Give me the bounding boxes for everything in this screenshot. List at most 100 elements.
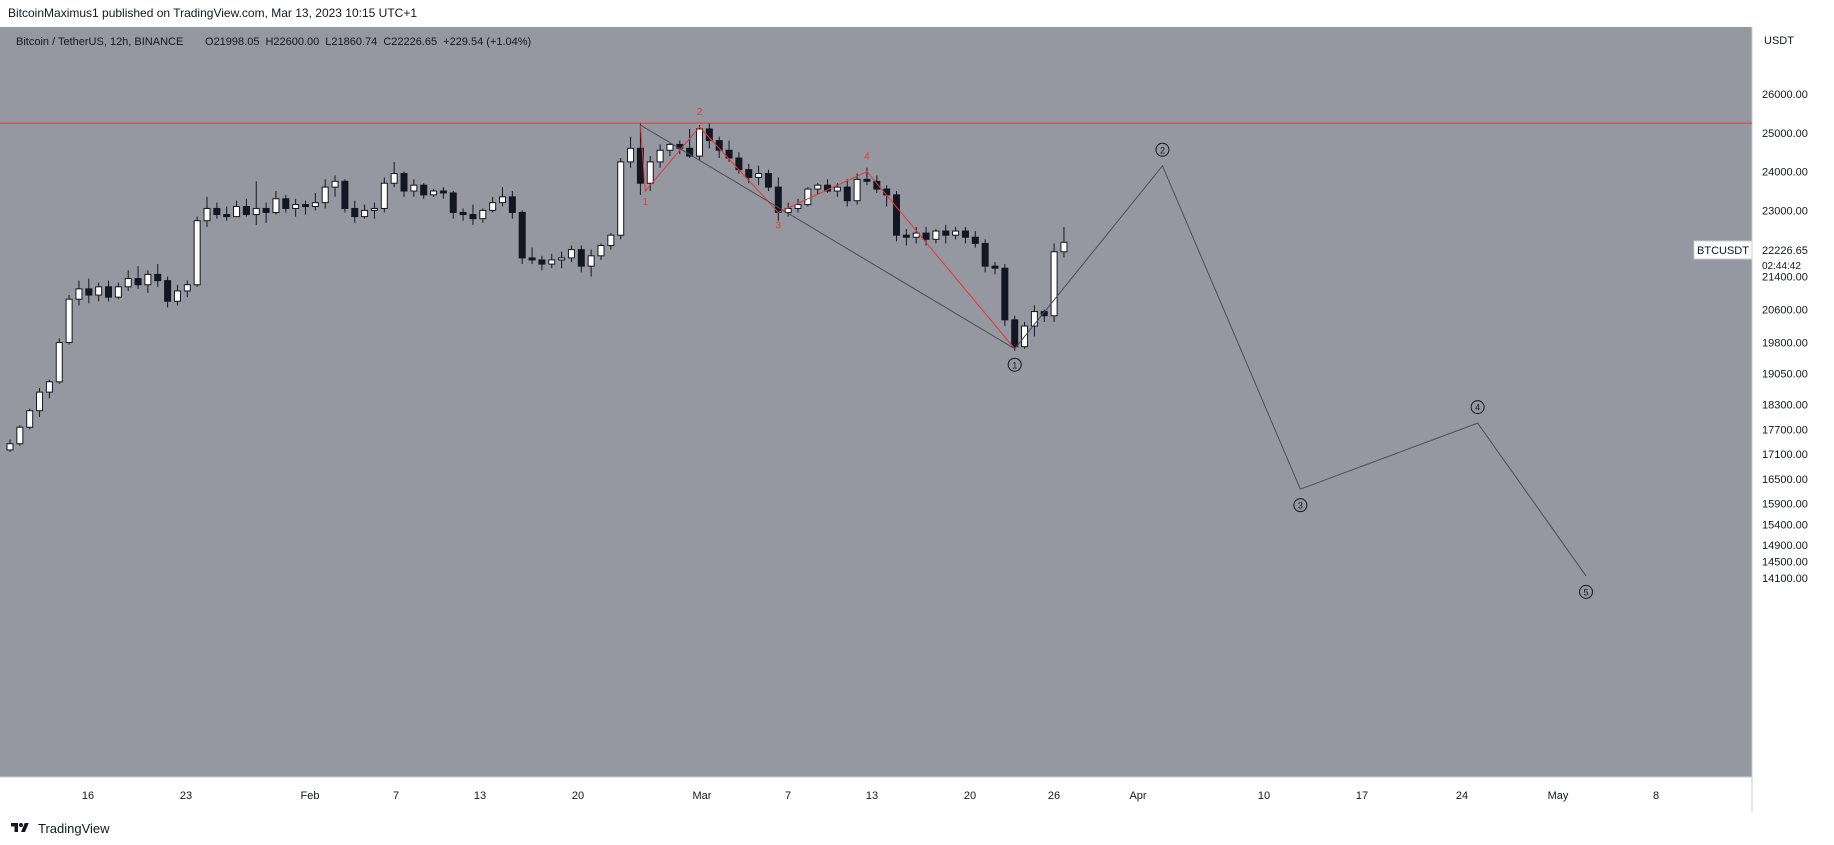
time-tick-label: 20 <box>964 790 976 802</box>
time-tick-label: Feb <box>301 790 320 802</box>
candle-up <box>55 342 63 383</box>
publication-header: BitcoinMaximus1 published on TradingView… <box>8 6 418 20</box>
candle-down <box>961 230 969 238</box>
main-wave-marker <box>1470 400 1485 415</box>
time-tick-label: 13 <box>474 790 486 802</box>
candle-up <box>36 391 44 412</box>
candle-up <box>755 173 763 178</box>
candle-down <box>85 288 93 296</box>
candle-down <box>942 230 950 236</box>
candle-up <box>567 249 575 259</box>
candle-down <box>469 214 477 220</box>
candle-down <box>922 232 930 240</box>
time-tick-label: 7 <box>785 790 791 802</box>
legend-open-label: O <box>205 36 214 48</box>
price-tick-label: 26000.00 <box>1762 89 1808 101</box>
price-tick-label: 16500.00 <box>1762 474 1808 486</box>
candle-down <box>1001 267 1009 321</box>
candle-down <box>351 207 359 218</box>
elliott-waves-group: 1 2 3 4 1 2 3 4 5 <box>0 107 1752 599</box>
candle-up <box>1060 241 1068 253</box>
candle-down <box>725 149 733 159</box>
price-scale-area[interactable] <box>1752 27 1834 812</box>
tradingview-logo-icon <box>11 823 29 832</box>
candle-down <box>164 280 172 302</box>
main-wave-line <box>640 124 1587 577</box>
candle-down <box>420 184 428 196</box>
candle-up <box>124 278 132 288</box>
candle-down <box>577 249 585 267</box>
candle-down <box>302 204 309 208</box>
candle-down <box>1011 319 1019 348</box>
candle-up <box>479 209 487 220</box>
time-tick-label: 26 <box>1048 790 1060 802</box>
candle-down <box>439 190 447 194</box>
candle-down <box>843 186 851 202</box>
price-tick-label: 25000.00 <box>1762 128 1808 140</box>
candle-up <box>794 204 802 209</box>
candle-up <box>646 161 654 184</box>
candle-down <box>863 178 871 182</box>
candle-up <box>65 298 73 344</box>
price-tick-label: 20600.00 <box>1762 305 1808 317</box>
candle-down <box>902 234 910 238</box>
bar-countdown: 02:44:42 <box>1762 261 1801 272</box>
price-ticks-group: 26000.00 25000.00 24000.00 23000.00 21400.00… <box>1762 89 1808 585</box>
candle-up <box>311 202 319 208</box>
candle-up <box>233 206 241 218</box>
candle-down <box>223 214 231 218</box>
legend-high: 22600.00 <box>273 36 319 48</box>
candle-down <box>745 169 753 178</box>
candle-up <box>617 161 625 236</box>
candle-up <box>272 198 280 213</box>
time-tick-label: 10 <box>1258 790 1270 802</box>
legend-close-label: C <box>383 36 391 48</box>
candle-up <box>952 230 960 236</box>
legend-open: 21998.05 <box>214 36 260 48</box>
footer: TradingView <box>8 818 110 838</box>
candle-up <box>912 232 920 238</box>
candle-down <box>893 194 900 236</box>
candle-down <box>971 236 979 244</box>
sub-wave-label: 4 <box>864 152 870 163</box>
price-tick-label: 14900.00 <box>1762 540 1808 552</box>
candle-up <box>833 186 841 192</box>
candle-up <box>430 190 438 196</box>
time-tick-label: 16 <box>82 790 94 802</box>
candle-up <box>321 186 329 204</box>
last-price: 22226.65 <box>1762 245 1808 257</box>
candle-down <box>282 198 290 209</box>
candle-down <box>341 180 349 209</box>
price-tick-label: 17700.00 <box>1762 424 1808 436</box>
sub-wave-label: 3 <box>776 220 782 231</box>
candle-up <box>361 209 369 218</box>
time-tick-label: 7 <box>393 790 399 802</box>
main-wave-label: 5 <box>1583 587 1588 597</box>
last-price-label: 22226.65 02:44:42 <box>1753 241 1834 273</box>
price-tick-label: 14100.00 <box>1762 573 1808 585</box>
price-tick-label: 15900.00 <box>1762 499 1808 511</box>
main-wave-label: 2 <box>1160 145 1165 155</box>
legend-change: +229.54 (+1.04%) <box>443 36 531 48</box>
chart-plot-area[interactable] <box>0 27 1752 777</box>
btcusdt-chart[interactable]: Bitcoin / TetherUS, 12h, BINANCE O21998.… <box>0 27 1834 812</box>
sub-wave-label: 1 <box>643 197 649 208</box>
candle-down <box>528 257 536 261</box>
price-tick-label: 17100.00 <box>1762 449 1808 461</box>
time-tick-label: 8 <box>1653 790 1659 802</box>
symbol-tag: BTCUSDT <box>1693 240 1753 260</box>
chart-container[interactable]: Bitcoin / TetherUS, 12h, BINANCE O21998.… <box>0 27 1834 812</box>
time-scale-area[interactable] <box>0 777 1752 812</box>
price-tick-label: 23000.00 <box>1762 205 1808 217</box>
candle-down <box>873 180 881 190</box>
price-tick-label: 15400.00 <box>1762 519 1808 531</box>
time-tick-label: 17 <box>1356 790 1368 802</box>
candle-up <box>666 143 674 151</box>
price-tick-label: 19800.00 <box>1762 338 1808 350</box>
candle-up <box>597 245 605 257</box>
candle-up <box>6 443 14 451</box>
candle-up <box>696 128 703 157</box>
price-tick-label: 21400.00 <box>1762 271 1808 283</box>
legend-low: 21860.74 <box>331 36 377 48</box>
legend-low-label: L <box>325 36 331 48</box>
